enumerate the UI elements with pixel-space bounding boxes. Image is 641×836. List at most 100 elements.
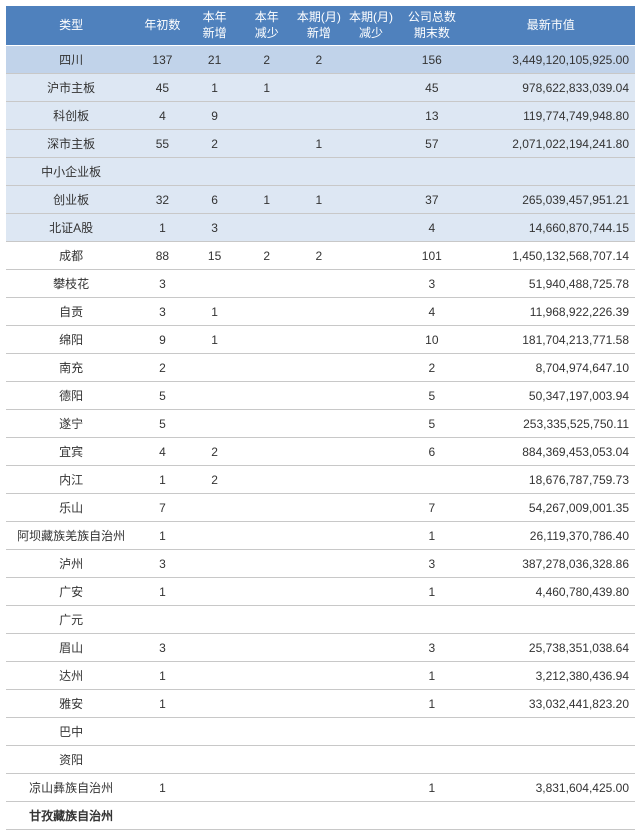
row-label: 南充 bbox=[6, 354, 136, 382]
row-label: 雅安 bbox=[6, 690, 136, 718]
row-value bbox=[345, 158, 397, 186]
row-value bbox=[241, 494, 293, 522]
table-row: 自贡31411,968,922,226.39 bbox=[6, 298, 635, 326]
row-value bbox=[241, 522, 293, 550]
row-value: 18,676,787,759.73 bbox=[467, 466, 635, 494]
row-value: 3 bbox=[397, 270, 467, 298]
row-value bbox=[189, 158, 241, 186]
row-label: 四川 bbox=[6, 46, 136, 74]
row-value: 54,267,009,001.35 bbox=[467, 494, 635, 522]
row-label: 达州 bbox=[6, 662, 136, 690]
row-label: 眉山 bbox=[6, 634, 136, 662]
row-value: 50,347,197,003.94 bbox=[467, 382, 635, 410]
row-value: 3 bbox=[397, 550, 467, 578]
row-value: 5 bbox=[136, 382, 188, 410]
row-value bbox=[345, 578, 397, 606]
row-value bbox=[241, 802, 293, 830]
row-value bbox=[293, 802, 345, 830]
row-value bbox=[397, 606, 467, 634]
row-value: 21 bbox=[189, 46, 241, 74]
row-value: 387,278,036,328.86 bbox=[467, 550, 635, 578]
row-value: 1 bbox=[293, 186, 345, 214]
row-value bbox=[345, 494, 397, 522]
row-value: 4,460,780,439.80 bbox=[467, 578, 635, 606]
row-value bbox=[241, 466, 293, 494]
row-value bbox=[241, 662, 293, 690]
row-value: 3 bbox=[397, 634, 467, 662]
row-label: 泸州 bbox=[6, 550, 136, 578]
row-label: 深市主板 bbox=[6, 130, 136, 158]
row-label: 宜宾 bbox=[6, 438, 136, 466]
row-value bbox=[397, 466, 467, 494]
row-value: 1 bbox=[136, 466, 188, 494]
row-value bbox=[293, 298, 345, 326]
row-value: 3 bbox=[136, 550, 188, 578]
table-row: 攀枝花3351,940,488,725.78 bbox=[6, 270, 635, 298]
row-value: 6 bbox=[189, 186, 241, 214]
row-value bbox=[189, 634, 241, 662]
table-body: 四川13721221563,449,120,105,925.00沪市主板4511… bbox=[6, 46, 635, 830]
row-value bbox=[189, 662, 241, 690]
row-value bbox=[241, 578, 293, 606]
row-value bbox=[467, 718, 635, 746]
row-value bbox=[189, 410, 241, 438]
table-row: 达州113,212,380,436.94 bbox=[6, 662, 635, 690]
row-value: 1 bbox=[189, 74, 241, 102]
row-label: 成都 bbox=[6, 242, 136, 270]
table-row: 成都8815221011,450,132,568,707.14 bbox=[6, 242, 635, 270]
row-value bbox=[293, 326, 345, 354]
row-value bbox=[345, 690, 397, 718]
row-value: 1 bbox=[293, 130, 345, 158]
row-value bbox=[293, 410, 345, 438]
row-label: 阿坝藏族羌族自治州 bbox=[6, 522, 136, 550]
row-label: 内江 bbox=[6, 466, 136, 494]
row-value: 4 bbox=[136, 102, 188, 130]
row-value: 1 bbox=[136, 214, 188, 242]
table-row: 广元 bbox=[6, 606, 635, 634]
row-value bbox=[189, 578, 241, 606]
row-value: 119,774,749,948.80 bbox=[467, 102, 635, 130]
row-value bbox=[293, 494, 345, 522]
row-value: 3 bbox=[136, 634, 188, 662]
row-value bbox=[241, 438, 293, 466]
row-value bbox=[241, 354, 293, 382]
row-value: 6 bbox=[397, 438, 467, 466]
row-value bbox=[189, 382, 241, 410]
row-value: 1 bbox=[136, 690, 188, 718]
row-value: 3,449,120,105,925.00 bbox=[467, 46, 635, 74]
row-value: 32 bbox=[136, 186, 188, 214]
row-value: 14,660,870,744.15 bbox=[467, 214, 635, 242]
row-value bbox=[345, 382, 397, 410]
row-value: 26,119,370,786.40 bbox=[467, 522, 635, 550]
table-row: 深市主板5521572,071,022,194,241.80 bbox=[6, 130, 635, 158]
market-table: 类型年初数本年新增本年减少本期(月)新增本期(月)减少公司总数期末数最新市值 四… bbox=[6, 6, 635, 830]
row-value bbox=[241, 410, 293, 438]
row-value: 2 bbox=[189, 438, 241, 466]
table-row: 绵阳9110181,704,213,771.58 bbox=[6, 326, 635, 354]
row-value: 8,704,974,647.10 bbox=[467, 354, 635, 382]
table-row: 广安114,460,780,439.80 bbox=[6, 578, 635, 606]
row-value bbox=[241, 326, 293, 354]
row-value bbox=[293, 158, 345, 186]
row-value: 101 bbox=[397, 242, 467, 270]
row-value bbox=[345, 718, 397, 746]
row-value: 265,039,457,951.21 bbox=[467, 186, 635, 214]
row-value: 9 bbox=[136, 326, 188, 354]
row-value: 253,335,525,750.11 bbox=[467, 410, 635, 438]
row-value bbox=[345, 130, 397, 158]
row-value bbox=[293, 662, 345, 690]
row-value bbox=[293, 74, 345, 102]
col-header: 本期(月)新增 bbox=[293, 6, 345, 46]
row-value: 13 bbox=[397, 102, 467, 130]
row-value bbox=[293, 438, 345, 466]
row-value: 5 bbox=[136, 410, 188, 438]
row-value bbox=[136, 746, 188, 774]
row-label: 广安 bbox=[6, 578, 136, 606]
row-label: 资阳 bbox=[6, 746, 136, 774]
row-value bbox=[241, 606, 293, 634]
row-value: 10 bbox=[397, 326, 467, 354]
table-row: 宜宾426884,369,453,053.04 bbox=[6, 438, 635, 466]
row-value bbox=[241, 102, 293, 130]
row-value bbox=[241, 158, 293, 186]
row-value bbox=[189, 522, 241, 550]
